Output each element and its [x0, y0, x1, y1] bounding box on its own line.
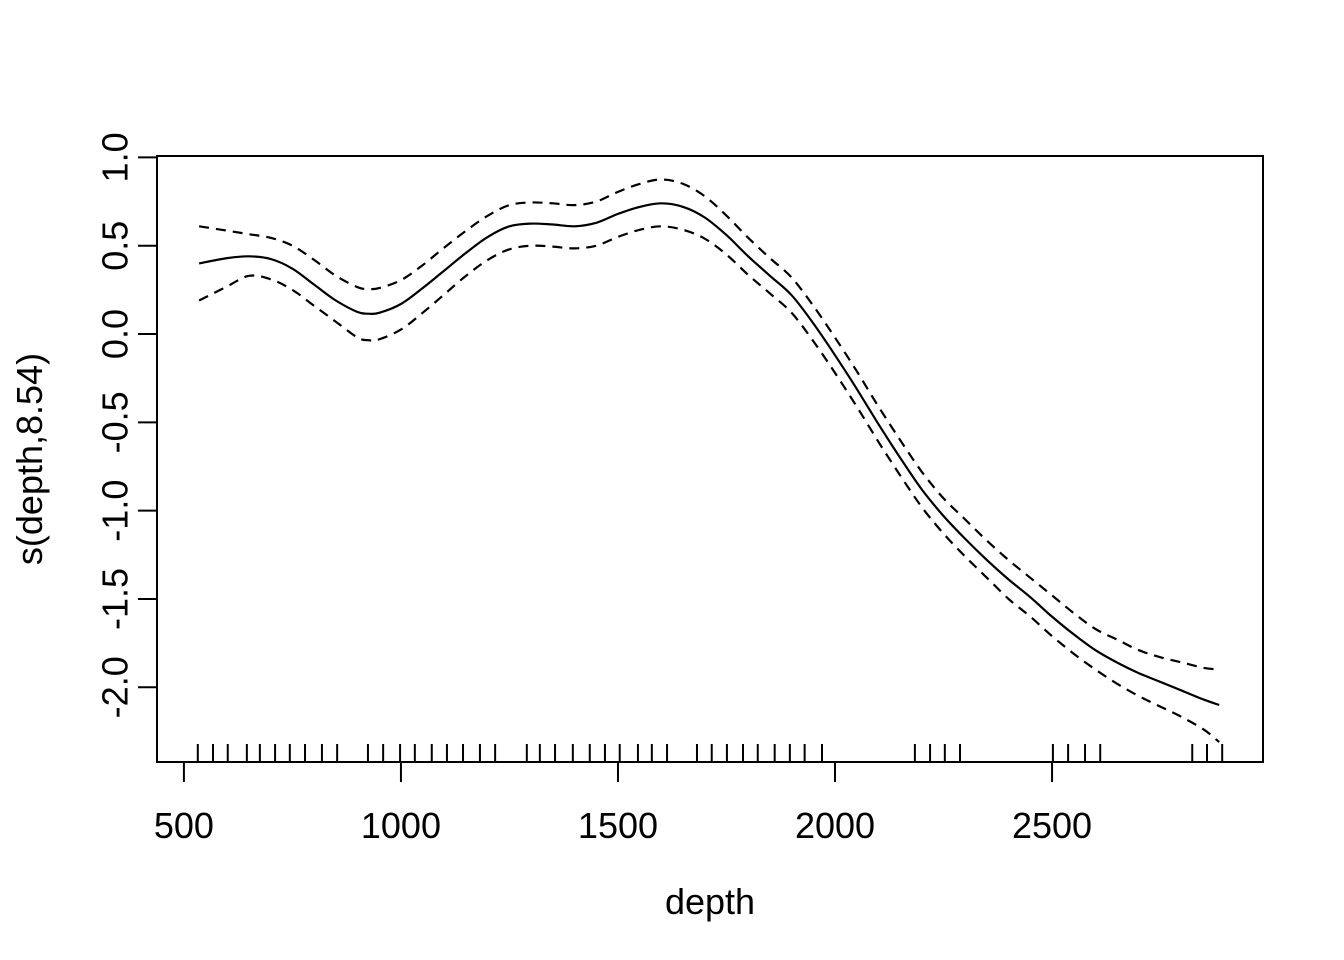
y-tick-label: 1.0: [95, 132, 136, 182]
y-tick-label: -0.5: [95, 391, 136, 453]
fit-line: [198, 202, 1220, 707]
x-tick-label: 2000: [795, 805, 875, 846]
y-tick-label: -1.0: [95, 480, 136, 542]
x-tick-label: 500: [154, 805, 214, 846]
y-tick-label: -1.5: [95, 568, 136, 630]
y-axis-title: s(depth,8.54): [9, 352, 50, 566]
y-tick-label: 0.0: [95, 309, 136, 359]
y-tick-label: 0.5: [95, 221, 136, 271]
upper-ci-line: [198, 178, 1220, 671]
plot-box: [156, 155, 1264, 763]
x-tick-label: 1500: [578, 805, 658, 846]
y-tick-label: -2.0: [95, 656, 136, 718]
x-axis-title: depth: [664, 881, 756, 922]
lower-ci-line: [198, 225, 1220, 743]
x-tick-label: 2500: [1012, 805, 1092, 846]
x-tick-label: 1000: [361, 805, 441, 846]
